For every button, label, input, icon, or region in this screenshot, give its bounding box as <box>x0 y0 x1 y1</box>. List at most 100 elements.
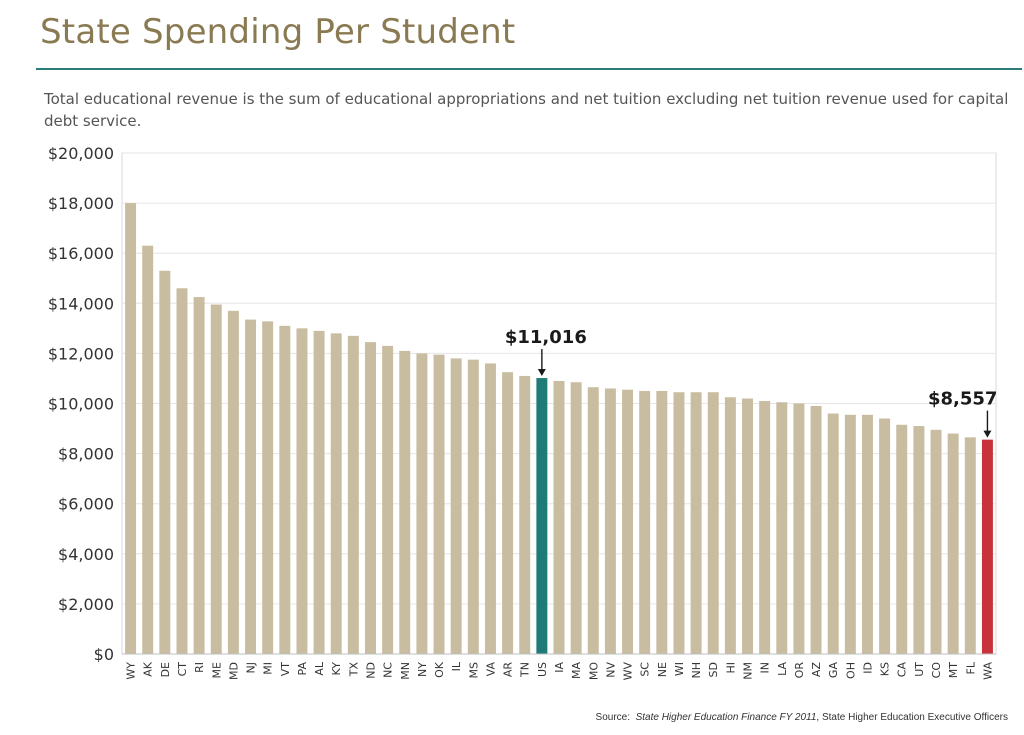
x-tick-label: TX <box>347 662 360 678</box>
x-tick-label: NC <box>382 662 395 678</box>
y-tick-label: $2,000 <box>58 595 114 614</box>
bar-pa <box>296 328 308 654</box>
x-tick-label: VA <box>484 662 497 677</box>
y-tick-label: $18,000 <box>48 194 114 213</box>
bar-ga <box>827 413 839 654</box>
x-tick-label: IA <box>553 662 566 673</box>
annotation-arrowhead <box>983 430 992 438</box>
x-tick-label: CT <box>176 662 189 677</box>
x-tick-label: AK <box>142 661 155 677</box>
x-tick-label: MI <box>262 662 275 675</box>
y-tick-label: $8,000 <box>58 445 114 464</box>
x-tick-label: NH <box>690 662 703 679</box>
x-tick-label: IL <box>450 661 463 671</box>
x-tick-label: VT <box>279 662 292 677</box>
bar-ms <box>467 359 479 654</box>
x-tick-label: PA <box>296 662 309 676</box>
x-tick-label: OR <box>793 662 806 679</box>
y-tick-label: $0 <box>94 645 114 664</box>
x-tick-label: KY <box>330 662 343 676</box>
y-tick-label: $12,000 <box>48 344 114 363</box>
x-tick-label: NM <box>742 662 755 680</box>
bar-ia <box>553 380 565 654</box>
bar-mi <box>262 321 274 654</box>
bar-md <box>227 310 239 654</box>
x-tick-label: NV <box>604 662 617 678</box>
x-tick-label: OK <box>433 661 446 678</box>
x-tick-label: MD <box>227 662 240 680</box>
bar-vt <box>279 325 291 654</box>
bar-ne <box>656 390 668 654</box>
bar-wi <box>673 392 685 654</box>
x-tick-label: AZ <box>810 662 823 678</box>
title-divider <box>36 68 1022 70</box>
x-tick-label: RI <box>193 662 206 673</box>
bar-il <box>450 358 462 654</box>
bar-nm <box>742 398 753 654</box>
x-tick-label: ME <box>210 662 223 678</box>
page-title: State Spending Per Student <box>40 12 516 52</box>
bar-al <box>313 330 325 654</box>
bar-ct <box>176 288 188 654</box>
bar-de <box>159 270 171 654</box>
x-tick-label: IN <box>759 662 772 673</box>
bar-nj <box>245 319 257 654</box>
x-tick-label: FL <box>964 661 977 674</box>
bar-ri <box>193 297 205 654</box>
x-tick-label: MT <box>947 662 960 678</box>
source-label: Source: <box>595 712 630 723</box>
x-tick-label: CA <box>896 662 909 678</box>
x-tick-label: NJ <box>245 662 258 673</box>
x-tick-label: AR <box>502 662 515 678</box>
annotation-label-us: $11,016 <box>505 327 587 348</box>
source-note: Source: State Higher Education Finance F… <box>596 712 1008 723</box>
bar-nh <box>690 392 702 654</box>
y-tick-label: $10,000 <box>48 395 114 414</box>
x-tick-label: ND <box>364 662 377 679</box>
x-tick-label: TN <box>519 662 532 678</box>
bar-mt <box>947 433 959 654</box>
x-tick-label: OH <box>844 662 857 679</box>
x-tick-label: UT <box>913 662 926 677</box>
bar-ut <box>913 426 925 654</box>
bar-sc <box>639 390 651 654</box>
bar-wy <box>125 203 137 654</box>
bar-hi <box>724 397 736 654</box>
x-tick-label: CO <box>930 662 943 679</box>
bar-ny <box>416 353 428 654</box>
x-tick-label: SD <box>707 662 720 677</box>
x-tick-label: US <box>536 662 549 677</box>
y-tick-label: $16,000 <box>48 244 114 263</box>
bar-va <box>484 363 496 654</box>
bar-or <box>793 403 805 654</box>
bar-oh <box>844 414 856 654</box>
y-tick-label: $20,000 <box>48 144 114 163</box>
bar-ok <box>433 354 445 654</box>
bar-ak <box>142 245 154 654</box>
x-tick-label: MS <box>467 662 480 678</box>
x-tick-label: WI <box>673 662 686 676</box>
bar-mo <box>587 387 599 654</box>
bar-co <box>930 429 942 654</box>
x-tick-label: DE <box>159 662 172 677</box>
x-tick-label: NY <box>416 662 429 677</box>
bar-me <box>210 304 222 654</box>
bar-mn <box>399 350 411 654</box>
x-tick-label: KS <box>879 662 892 676</box>
bar-tx <box>347 335 359 654</box>
source-publication: State Higher Education Finance FY 2011 <box>635 712 817 723</box>
bar-ar <box>502 372 514 654</box>
bar-id <box>861 414 873 654</box>
bar-ca <box>896 424 908 654</box>
x-tick-label: MN <box>399 662 412 680</box>
x-tick-label: ID <box>861 662 874 674</box>
y-tick-label: $6,000 <box>58 495 114 514</box>
bar-ky <box>330 333 342 654</box>
bar-tn <box>519 375 531 654</box>
bar-la <box>776 402 788 654</box>
bar-az <box>810 406 822 654</box>
bar-nc <box>382 345 394 654</box>
annotation-label-wa: $8,557 <box>928 389 997 410</box>
bar-in <box>759 401 771 654</box>
